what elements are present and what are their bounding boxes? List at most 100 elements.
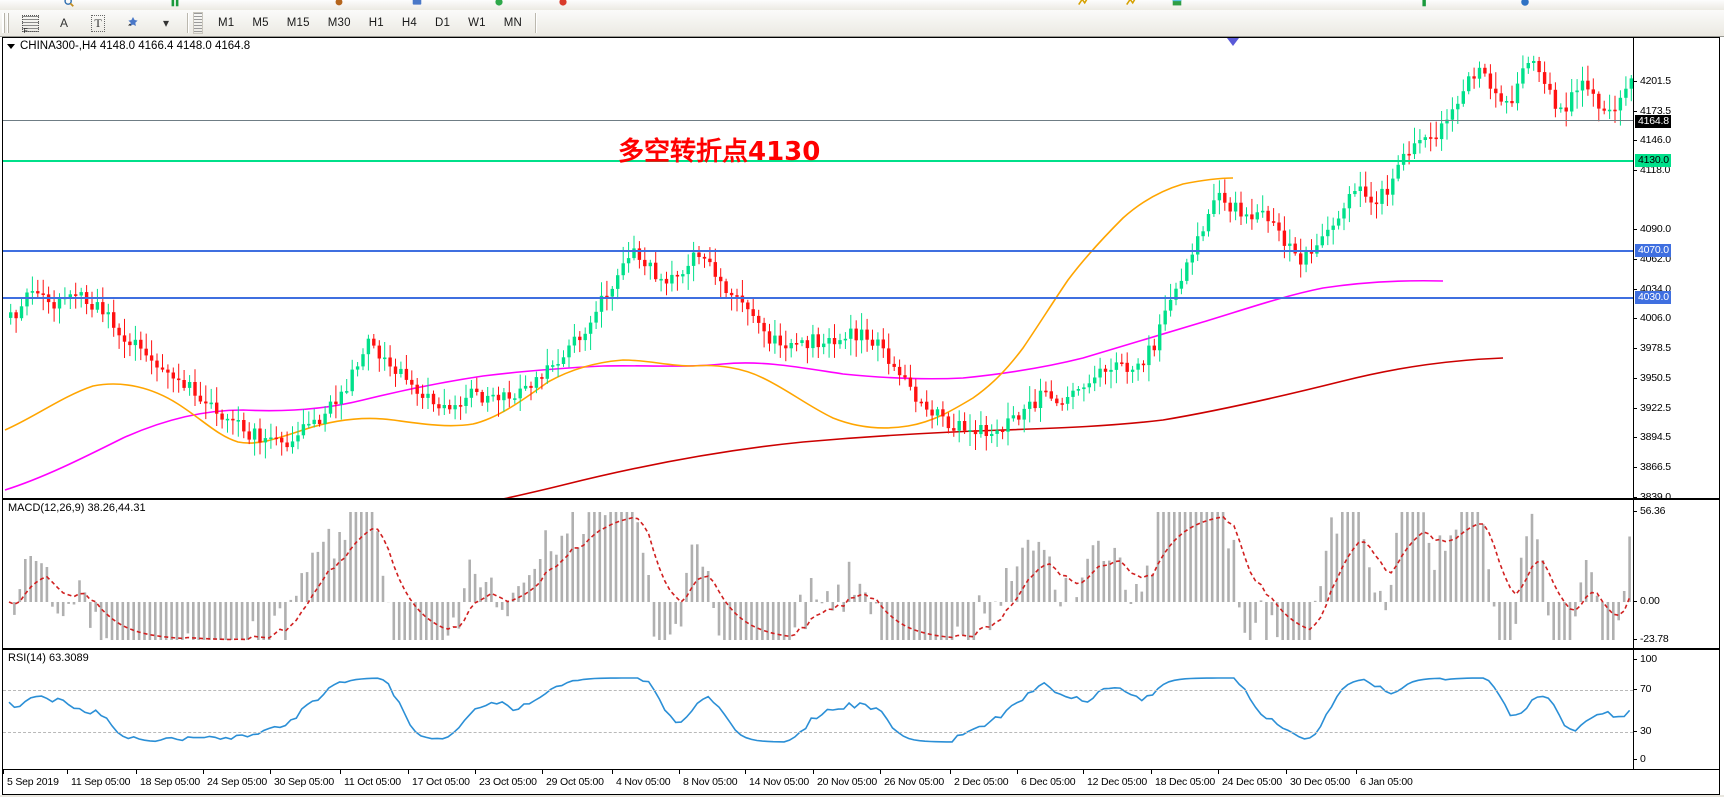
chart-annotation: 多空转折点4130 (618, 137, 821, 167)
shapes-icon (127, 17, 138, 26)
timeframe-d1[interactable]: D1 (434, 17, 451, 29)
newchart-icon[interactable] (1418, 0, 1432, 8)
date-label: 11 Oct 05:00 (344, 776, 401, 788)
text-tool-label: A (59, 16, 68, 30)
rsi-axis[interactable]: 100 70 30 0 (1633, 650, 1719, 769)
macd-axis[interactable]: 56.36 0.00 -23.78 (1633, 500, 1719, 648)
date-tick (408, 770, 409, 774)
chartshift-icon[interactable] (1170, 0, 1184, 8)
date-label: 8 Nov 05:00 (683, 776, 738, 788)
macd-label: MACD(12,26,9) 38.26,44.31 (8, 502, 146, 514)
chart-marker-icon (1227, 38, 1239, 46)
level-line-4070 (3, 250, 1633, 252)
date-label: 18 Sep 05:00 (140, 776, 201, 788)
date-axis[interactable]: 5 Sep 2019 11 Sep 05:00 18 Sep 05:00 24 Sep… (2, 770, 1720, 795)
chevron-down-icon: ▾ (162, 16, 170, 30)
date-tick (1218, 770, 1219, 774)
date-tick (203, 770, 204, 774)
shapes-tool-button[interactable] (116, 11, 148, 35)
timeframe-m15[interactable]: M15 (286, 17, 310, 29)
date-tick (612, 770, 613, 774)
date-label: 17 Oct 05:00 (412, 776, 470, 788)
timeframe-m1[interactable]: M1 (218, 17, 235, 29)
timeframe-m30[interactable]: M30 (327, 17, 351, 29)
date-label: 20 Nov 05:00 (817, 776, 878, 788)
label-tool-button[interactable]: T (82, 11, 114, 35)
symbol-header[interactable]: CHINA300-,H4 4148.0 4166.4 4148.0 4164.8 (7, 40, 250, 52)
grid-icon[interactable] (14, 11, 46, 35)
date-label: 14 Nov 05:00 (749, 776, 810, 788)
date-label: 12 Dec 05:00 (1087, 776, 1148, 788)
macd-plot[interactable] (3, 500, 1633, 648)
candlestick-series (4, 55, 1633, 498)
symbol-header-text: CHINA300-,H4 4148.0 4166.4 4148.0 4164.8 (20, 40, 251, 52)
candle-icon[interactable] (332, 0, 346, 8)
timeframe-w1[interactable]: W1 (468, 17, 486, 29)
toolbar-grip[interactable] (2, 13, 10, 33)
date-label: 11 Sep 05:00 (71, 776, 131, 788)
rsi-plot[interactable] (3, 650, 1633, 769)
price-axis[interactable]: 4201.5 4173.5 4146.0 4118.0 4090.0 4062.… (1633, 38, 1719, 498)
rsi-label: RSI(14) 63.3089 (8, 652, 89, 664)
date-tick (1151, 770, 1152, 774)
timeframe-h1[interactable]: H1 (368, 17, 384, 29)
date-tick (1083, 770, 1084, 774)
date-tick (67, 770, 68, 774)
date-tick (1017, 770, 1018, 774)
expert-icon[interactable] (492, 0, 506, 8)
date-tick (340, 770, 341, 774)
globe-icon[interactable] (1518, 0, 1532, 8)
date-tick (679, 770, 680, 774)
date-label: 30 Sep 05:00 (274, 776, 335, 788)
text-tool-button[interactable]: A (48, 11, 80, 35)
rsi-pane[interactable]: 100 70 30 0 RSI(14) 63.3089 (3, 650, 1719, 769)
rsi-band-70 (3, 690, 1633, 691)
period-separator-icon (193, 12, 203, 34)
toolbar-separator-end (535, 13, 538, 33)
date-tick (1286, 770, 1287, 774)
pivot-price-tag: 4130.0 (1635, 154, 1671, 167)
date-tick (950, 770, 951, 774)
timeframe-m5[interactable]: M5 (252, 17, 269, 29)
date-tick (813, 770, 814, 774)
date-label: 18 Dec 05:00 (1155, 776, 1216, 788)
price-plot[interactable] (3, 38, 1633, 498)
chevron-down-icon[interactable] (7, 43, 15, 49)
timeframe-mn[interactable]: MN (503, 17, 523, 29)
shapes-dropdown-arrow[interactable]: ▾ (150, 11, 182, 35)
date-label: 26 Nov 05:00 (884, 776, 945, 788)
date-label: 2 Dec 05:00 (954, 776, 1009, 788)
date-tick (136, 770, 137, 774)
magnifier-icon[interactable] (62, 0, 76, 8)
price-pane[interactable]: 4201.5 4173.5 4146.0 4118.0 4090.0 4062.… (3, 38, 1719, 500)
toolbar-separator (187, 13, 189, 33)
last-price-tag: 4164.8 (1635, 115, 1671, 128)
template-icon[interactable] (410, 0, 424, 8)
level-line-4130 (3, 160, 1633, 162)
timeframe-h4[interactable]: H4 (401, 17, 417, 29)
label-tool-label: T (91, 14, 105, 32)
status-bar (0, 795, 1724, 797)
macd-series (8, 512, 1631, 641)
date-label: 23 Oct 05:00 (479, 776, 537, 788)
date-tick (745, 770, 746, 774)
date-tick (542, 770, 543, 774)
support1-price-tag: 4070.0 (1635, 244, 1671, 257)
macd-pane[interactable]: 56.36 0.00 -23.78 MACD(12,26,9) 38.26,44… (3, 500, 1719, 650)
date-label: 29 Oct 05:00 (546, 776, 604, 788)
date-tick (475, 770, 476, 774)
date-label: 5 Sep 2019 (7, 776, 59, 788)
bar-chart-icon[interactable] (168, 0, 182, 8)
date-label: 6 Jan 05:00 (1360, 776, 1413, 788)
rsi-series (8, 677, 1631, 743)
script-icon[interactable] (556, 0, 570, 8)
date-label: 30 Dec 05:00 (1290, 776, 1351, 788)
support2-price-tag: 4030.0 (1635, 291, 1671, 304)
timeframe-toolbar[interactable]: A T ▾ M1 M5 M15 M30 H1 H4 D1 W1 MN (0, 10, 1724, 37)
date-tick (3, 770, 4, 774)
rsi-band-30 (3, 732, 1633, 733)
chart-area[interactable]: 4201.5 4173.5 4146.0 4118.0 4090.0 4062.… (2, 37, 1720, 770)
indicator-icon[interactable] (1076, 0, 1090, 8)
autoscroll-icon[interactable] (1124, 0, 1138, 8)
